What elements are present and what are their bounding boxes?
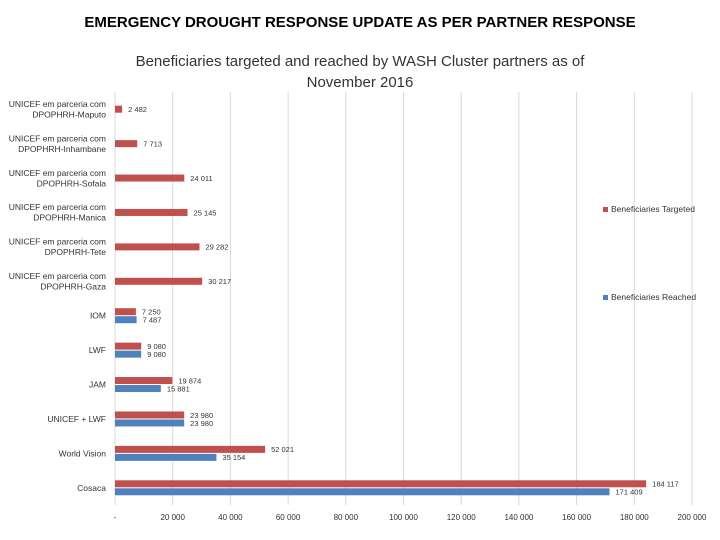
legend-entry: Beneficiaries Targeted bbox=[611, 204, 695, 214]
page-title: EMERGENCY DROUGHT RESPONSE UPDATE AS PER… bbox=[84, 14, 636, 31]
data-label: 23 980 bbox=[190, 411, 213, 420]
bar-targeted bbox=[115, 243, 200, 251]
chart-title-line: November 2016 bbox=[307, 74, 414, 91]
category-label: UNICEF em parceria com bbox=[9, 237, 106, 247]
data-label: 9 080 bbox=[147, 350, 166, 359]
category-label: DPOPHRH-Gaza bbox=[40, 282, 106, 292]
category-label: IOM bbox=[90, 311, 106, 321]
bar-targeted bbox=[115, 411, 185, 419]
bar-reached bbox=[115, 385, 161, 393]
category-label: UNICEF + LWF bbox=[47, 414, 106, 424]
data-label: 7 250 bbox=[142, 308, 161, 317]
bar-targeted bbox=[115, 377, 173, 385]
legend-swatch bbox=[603, 207, 608, 212]
data-label: 184 117 bbox=[652, 480, 679, 489]
category-label: UNICEF em parceria com bbox=[9, 133, 106, 143]
bar-targeted bbox=[115, 174, 185, 182]
category-label: World Vision bbox=[59, 448, 107, 458]
bar-reached bbox=[115, 488, 610, 496]
category-label: UNICEF em parceria com bbox=[9, 168, 106, 178]
category-label: DPOPHRH-Manica bbox=[33, 213, 106, 223]
data-label: 52 021 bbox=[271, 445, 294, 454]
legend-swatch bbox=[603, 295, 608, 300]
bar-targeted bbox=[115, 342, 142, 350]
category-label: UNICEF em parceria com bbox=[9, 99, 106, 109]
data-label: 30 217 bbox=[208, 277, 231, 286]
category-label: DPOPHRH-Inhambane bbox=[18, 144, 106, 154]
data-label: 25 145 bbox=[194, 208, 217, 217]
bar-reached bbox=[115, 419, 185, 427]
data-label: 2 482 bbox=[128, 105, 147, 114]
data-label: 15 881 bbox=[167, 384, 190, 393]
category-label: UNICEF em parceria com bbox=[9, 202, 106, 212]
bar-reached bbox=[115, 453, 217, 461]
category-label: JAM bbox=[89, 380, 106, 390]
chart-title-line: Beneficiaries targeted and reached by WA… bbox=[136, 53, 586, 70]
bar-targeted bbox=[115, 308, 136, 316]
data-label: 19 874 bbox=[178, 376, 201, 385]
x-tick-label: 40 000 bbox=[218, 513, 243, 522]
bar-reached bbox=[115, 316, 137, 324]
bar-targeted bbox=[115, 480, 647, 488]
data-label: 171 409 bbox=[616, 488, 643, 497]
x-tick-label: 20 000 bbox=[160, 513, 185, 522]
x-tick-label: 180 000 bbox=[620, 513, 649, 522]
category-label: DPOPHRH-Tete bbox=[45, 247, 107, 257]
x-tick-label: 160 000 bbox=[562, 513, 591, 522]
bar-targeted bbox=[115, 208, 188, 216]
x-tick-label: 120 000 bbox=[447, 513, 476, 522]
category-label: DPOPHRH-Sofala bbox=[37, 178, 107, 188]
x-tick-label: 140 000 bbox=[504, 513, 533, 522]
x-tick-label: - bbox=[114, 513, 117, 522]
data-label: 35 154 bbox=[222, 453, 245, 462]
data-label: 29 282 bbox=[205, 243, 228, 252]
data-label: 24 011 bbox=[190, 174, 212, 183]
legend-entry: Beneficiaries Reached bbox=[611, 292, 696, 302]
bar-targeted bbox=[115, 277, 203, 285]
category-label: Cosaca bbox=[77, 483, 106, 493]
x-tick-label: 100 000 bbox=[389, 513, 418, 522]
data-label: 7 487 bbox=[143, 316, 162, 325]
data-label: 23 980 bbox=[190, 419, 213, 428]
data-label: 9 080 bbox=[147, 342, 166, 351]
bar-targeted bbox=[115, 445, 266, 453]
category-label: UNICEF em parceria com bbox=[9, 271, 106, 281]
data-label: 7 713 bbox=[143, 139, 162, 148]
bar-targeted bbox=[115, 140, 138, 148]
category-label: LWF bbox=[89, 345, 106, 355]
x-tick-label: 200 000 bbox=[678, 513, 707, 522]
bar-targeted bbox=[115, 105, 123, 113]
x-tick-label: 60 000 bbox=[276, 513, 301, 522]
category-label: DPOPHRH-Maputo bbox=[32, 109, 106, 119]
bar-reached bbox=[115, 350, 142, 358]
x-tick-label: 80 000 bbox=[334, 513, 359, 522]
